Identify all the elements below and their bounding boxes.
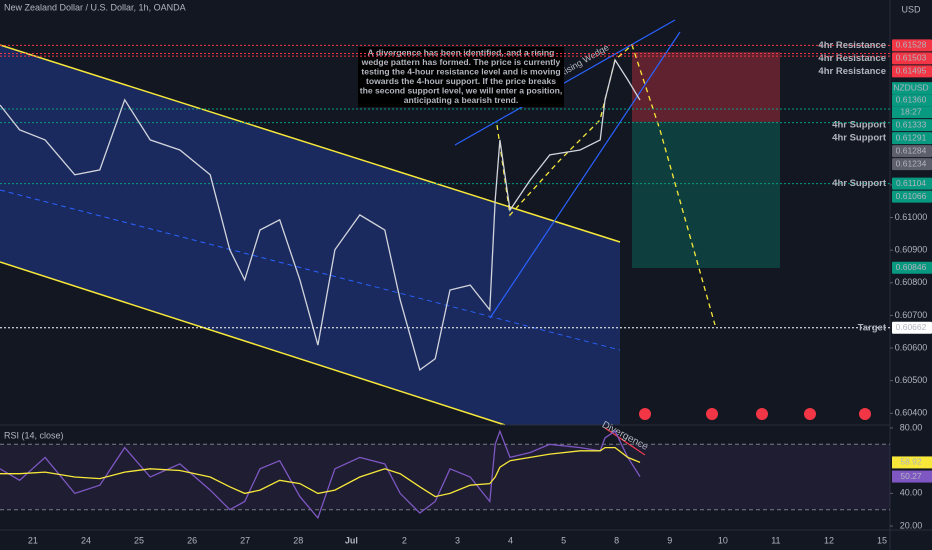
level-label: 4hr Support — [832, 133, 887, 144]
price-tag — [892, 119, 932, 132]
x-tick-label: 24 — [81, 535, 91, 545]
series-line — [0, 446, 641, 498]
x-tick-label: Jul — [345, 535, 358, 545]
event-icon — [639, 408, 651, 420]
rsi-title: RSI (14, close) — [4, 430, 64, 440]
event-icon — [756, 408, 768, 420]
price-tag — [892, 321, 932, 334]
event-icon — [804, 408, 816, 420]
price-tag-label: 0.61066 — [896, 191, 927, 201]
level-label: 4hr Resistance — [818, 40, 886, 51]
price-tag — [892, 65, 932, 78]
value-tag-label: 50.27 — [900, 471, 922, 481]
y-tick-label: 0.60400 — [895, 408, 928, 418]
countdown: 18:27 — [900, 106, 922, 116]
price-tag-label: 0.61234 — [896, 158, 927, 168]
x-tick-label: 10 — [718, 535, 728, 545]
level-label: Target — [858, 322, 887, 333]
price-tag-label: 0.61360 — [896, 94, 927, 104]
value-tag — [892, 456, 932, 469]
channel-fill — [0, 45, 620, 425]
countdown-tag — [892, 106, 932, 119]
value-tag-label: 58.92 — [900, 457, 922, 467]
price-tag-label: 0.61284 — [896, 145, 927, 155]
x-tick-label: 11 — [771, 535, 780, 545]
price-tag — [892, 190, 932, 203]
price-tag-label: 0.61291 — [896, 132, 927, 142]
series-line — [0, 429, 641, 520]
price-tag-label: 0.61104 — [896, 178, 926, 188]
x-tick-label: 27 — [240, 535, 250, 545]
y-tick-label: 80.00 — [900, 422, 923, 432]
x-tick-label: 26 — [187, 535, 197, 545]
annotation-text: wedge pattern has formed. The price is c… — [361, 57, 561, 67]
y-tick-label: 0.60700 — [895, 310, 928, 320]
price-tag-label: 0.61495 — [896, 66, 927, 76]
price-tag — [892, 145, 932, 158]
annotation-text: testing the 4-hour resistance level and … — [361, 66, 560, 76]
chart-title: New Zealand Dollar / U.S. Dollar, 1h, OA… — [4, 2, 186, 12]
annotation-text: the second support level, we will enter … — [360, 85, 562, 95]
wedge-top — [454, 19, 676, 146]
currency: USD — [901, 4, 921, 14]
annotation-text: anticipating a bearish trend. — [404, 95, 519, 105]
channel-top — [0, 44, 621, 243]
rsi-band — [0, 444, 890, 510]
event-icons — [639, 408, 871, 420]
level-label: 4hr Support — [832, 120, 887, 131]
x-tick-label: 28 — [293, 535, 303, 545]
x-tick-label: 25 — [134, 535, 144, 545]
y-tick-label: 0.60500 — [895, 375, 928, 385]
level-label: 4hr Resistance — [818, 66, 886, 77]
series-line — [0, 58, 641, 371]
event-icon — [706, 408, 718, 420]
x-tick-label: 12 — [824, 535, 834, 545]
price-tag — [892, 52, 932, 65]
price-tag-label: 0.60846 — [896, 262, 927, 272]
x-tick-label: 3 — [455, 535, 460, 545]
divergence-line — [604, 427, 646, 456]
price-tag — [892, 261, 932, 274]
symbol-tag — [892, 82, 932, 95]
target-zone — [632, 122, 780, 268]
event-icon — [859, 408, 871, 420]
price-tag-label: 0.61528 — [896, 40, 927, 50]
stop-zone — [632, 52, 780, 122]
value-tag — [892, 470, 932, 483]
level-label: 4hr Support — [832, 178, 887, 189]
x-tick-label: 5 — [561, 535, 566, 545]
x-tick-label: 15 — [877, 535, 887, 545]
x-tick-label: 9 — [667, 535, 672, 545]
y-tick-label: 0.60600 — [895, 342, 928, 352]
channel-mid — [0, 189, 621, 351]
y-tick-label: 40.00 — [900, 488, 923, 498]
annotation-text: A divergence has been identified, and a … — [368, 47, 555, 57]
y-tick-label: 0.60800 — [895, 277, 928, 287]
level-label: 4hr Resistance — [818, 53, 886, 64]
x-tick-label: 8 — [614, 535, 619, 545]
price-tag — [892, 177, 932, 190]
price-tag — [892, 39, 932, 52]
y-tick-label: 20.00 — [900, 520, 923, 530]
symbol-label: NZDUSD — [893, 82, 928, 92]
price-tag-label: 0.60662 — [896, 322, 927, 332]
x-tick-label: 21 — [28, 535, 38, 545]
x-tick-label: 4 — [508, 535, 513, 545]
price-tag-label: 0.61333 — [896, 119, 927, 129]
y-tick-label: 0.60900 — [895, 245, 928, 255]
channel-bottom — [0, 261, 506, 426]
annotation-box — [358, 47, 564, 107]
y-tick-label: 0.61000 — [895, 212, 928, 222]
annotation-text: towards the 4-hour support. If the price… — [366, 76, 556, 86]
price-tag — [892, 132, 932, 145]
price-tag-label: 0.61503 — [896, 53, 927, 63]
price-tag — [892, 158, 932, 171]
wedge-bottom — [489, 31, 681, 319]
x-tick-label: 2 — [402, 535, 407, 545]
price-tag — [892, 94, 932, 107]
